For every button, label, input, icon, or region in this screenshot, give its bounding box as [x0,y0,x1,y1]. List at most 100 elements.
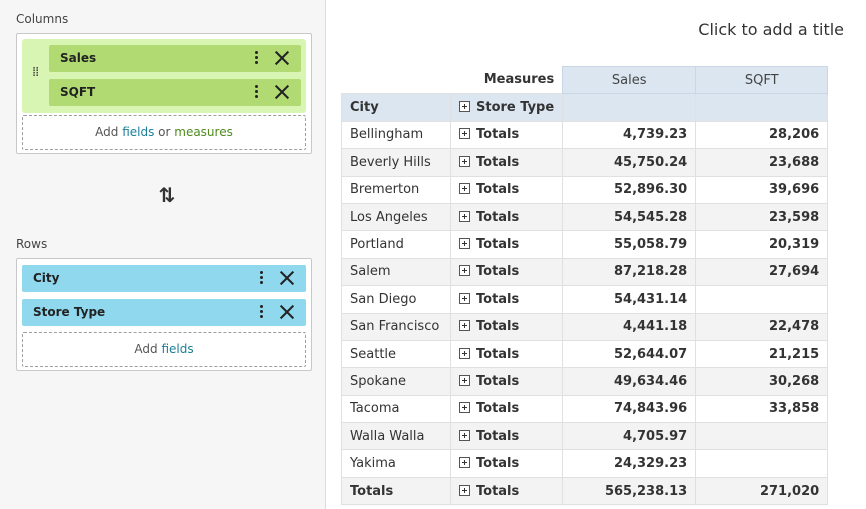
sqft-value-cell: 27,694 [695,257,829,287]
add-prefix: Add [134,342,162,356]
grand-total-row: Totals Totals 565,238.13 271,020 [341,476,829,506]
store-type-cell[interactable]: Totals [449,367,564,396]
more-options-icon[interactable] [251,49,261,68]
city-cell[interactable]: San Francisco [341,312,451,341]
city-cell[interactable]: Portland [341,230,451,259]
column-chip-sales[interactable]: Sales [49,45,301,72]
store-type-cell[interactable]: Totals [449,339,564,369]
sales-value-cell: 52,896.30 [562,175,697,204]
expand-plus-icon[interactable] [459,347,470,359]
chip-label: Sales [60,51,97,65]
column-chip-sqft[interactable]: SQFT [49,79,301,106]
expand-plus-icon[interactable] [459,238,470,250]
totals-label: Totals [476,401,520,417]
city-cell[interactable]: Salem [341,257,451,287]
sales-value-cell: 54,431.14 [562,285,697,314]
expand-plus-icon[interactable] [459,128,470,140]
totals-label: Totals [476,291,520,307]
sales-value-cell: 74,843.96 [562,394,697,424]
sqft-value-cell [695,449,829,478]
more-options-icon[interactable] [251,83,261,102]
report-canvas: Click to add a title Measures Sales SQFT… [327,0,866,509]
more-options-icon[interactable] [256,269,266,288]
add-fields-or-measures-target[interactable]: Add fields or measures [22,115,306,150]
dim-header-city[interactable]: City [341,93,451,122]
drag-grip-icon[interactable]: ⁞⁞ [32,65,39,80]
columns-drop-zone[interactable]: ⁞⁞ Sales SQFT Add fields or measures [16,33,312,154]
row-chip-store-type[interactable]: Store Type [22,299,306,326]
expand-plus-icon[interactable] [459,292,470,304]
store-type-cell[interactable]: Totals [449,120,564,150]
table-row: Los Angeles Totals 54,545.28 23,598 [341,202,829,232]
store-type-cell[interactable]: Totals [449,257,564,287]
expand-plus-icon[interactable] [459,183,470,195]
store-type-cell[interactable]: Totals [449,476,564,506]
store-type-cell[interactable]: Totals [449,175,564,204]
close-icon[interactable] [279,270,295,286]
sales-value-cell: 565,238.13 [562,476,697,506]
store-type-cell[interactable]: Totals [449,285,564,314]
expand-plus-icon[interactable] [459,210,470,222]
expand-plus-icon[interactable] [459,320,470,332]
expand-plus-icon[interactable] [459,155,470,167]
columns-measure-group: ⁞⁞ Sales SQFT [22,39,306,113]
store-type-cell[interactable]: Totals [449,312,564,341]
expand-plus-icon[interactable] [459,101,470,113]
title-placeholder[interactable]: Click to add a title [698,20,844,39]
city-cell[interactable]: Walla Walla [341,422,451,451]
totals-label: Totals [476,154,520,170]
add-or-text: or [154,125,175,139]
city-cell[interactable]: Yakima [341,449,451,478]
store-type-cell[interactable]: Totals [449,202,564,232]
city-cell[interactable]: Bellingham [341,120,451,150]
expand-plus-icon[interactable] [459,429,470,441]
city-cell[interactable]: Beverly Hills [341,148,451,177]
swap-vertical-icon[interactable]: ⇅ [158,183,176,207]
dim-header-store-type[interactable]: Store Type [449,93,564,122]
rows-drop-zone[interactable]: City Store Type Add fields [16,258,312,371]
sales-value-cell: 4,441.18 [562,312,697,341]
add-fields-link[interactable]: fields [122,125,155,139]
store-type-cell[interactable]: Totals [449,148,564,177]
expand-plus-icon[interactable] [459,457,470,469]
close-icon[interactable] [274,50,290,66]
table-row: Walla Walla Totals 4,705.97 [341,422,829,451]
store-type-cell[interactable]: Totals [449,449,564,478]
measures-label: Measures [450,66,563,94]
row-chip-city[interactable]: City [22,265,306,292]
add-fields-link[interactable]: fields [161,342,194,356]
expand-plus-icon[interactable] [459,484,470,496]
expand-plus-icon[interactable] [459,374,470,386]
city-cell[interactable]: Bremerton [341,175,451,204]
sales-value-cell: 4,739.23 [562,120,697,150]
store-type-cell[interactable]: Totals [449,394,564,424]
city-cell[interactable]: Totals [341,476,451,506]
totals-label: Totals [476,319,520,335]
add-measures-link[interactable]: measures [174,125,233,139]
city-cell[interactable]: San Diego [341,285,451,314]
store-type-cell[interactable]: Totals [449,422,564,451]
table-row: Tacoma Totals 74,843.96 33,858 [341,394,829,424]
expand-plus-icon[interactable] [459,265,470,277]
table-row: Bellingham Totals 4,739.23 28,206 [341,120,829,150]
measure-header-row: Measures Sales SQFT [341,65,829,95]
sqft-value-cell [695,422,829,451]
close-icon[interactable] [279,304,295,320]
add-fields-target[interactable]: Add fields [22,332,306,367]
city-cell[interactable]: Tacoma [341,394,451,424]
sqft-value-cell: 20,319 [695,230,829,259]
city-cell[interactable]: Los Angeles [341,202,451,232]
measure-header-sqft[interactable]: SQFT [695,65,829,95]
city-cell[interactable]: Spokane [341,367,451,396]
sqft-value-cell: 33,858 [695,394,829,424]
table-row: San Diego Totals 54,431.14 [341,285,829,314]
more-options-icon[interactable] [256,303,266,322]
totals-label: Totals [476,346,520,362]
measure-header-sales[interactable]: Sales [562,65,697,95]
city-cell[interactable]: Seattle [341,339,451,369]
table-row: Spokane Totals 49,634.46 30,268 [341,367,829,396]
close-icon[interactable] [274,84,290,100]
expand-plus-icon[interactable] [459,402,470,414]
store-type-cell[interactable]: Totals [449,230,564,259]
add-prefix: Add [95,125,123,139]
